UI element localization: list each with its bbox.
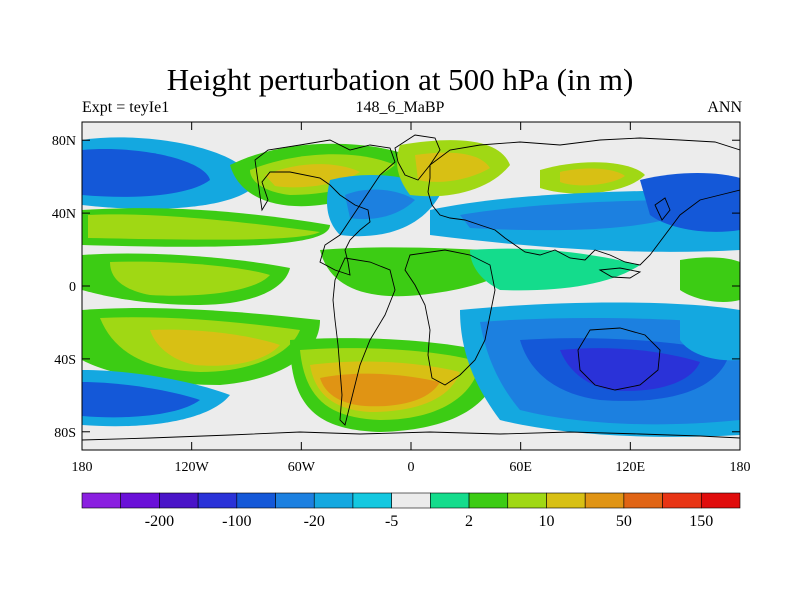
- coastline-africa: [404, 249, 496, 386]
- colorbar-label: 150: [689, 513, 713, 530]
- colorbar-swatch: [197, 492, 238, 509]
- colorbar-label: -5: [385, 513, 398, 530]
- lon-tick-label: 0: [408, 460, 415, 475]
- contour-south-pacific-blue-core: [82, 382, 200, 418]
- colorbar-label: -100: [222, 513, 251, 530]
- coastlines: [82, 134, 740, 441]
- contour-eq-africa-green: [320, 247, 520, 297]
- contour-field: [82, 122, 740, 450]
- contour-atlantic-blue-core: [345, 189, 415, 220]
- contour-far-south-blue: [680, 313, 740, 361]
- colorbar-label: 50: [616, 513, 632, 530]
- lon-tick-label: 120E: [616, 460, 646, 475]
- colorbar-swatch: [507, 492, 547, 509]
- colorbar-swatch: [313, 492, 354, 509]
- colorbar-label: 10: [538, 513, 554, 530]
- colorbar-label: -20: [304, 513, 325, 530]
- colorbar-swatch: [546, 492, 586, 509]
- lat-tick-label: 80N: [52, 134, 76, 149]
- coastline-north-america: [254, 139, 396, 276]
- contour-siberia-gold: [560, 168, 625, 186]
- colorbar-label: 2: [465, 513, 473, 530]
- coastline-australia: [577, 327, 661, 391]
- colorbar-swatch: [236, 492, 276, 509]
- coastline-indonesia: [598, 267, 642, 279]
- axis-ticks: 80N 40N 0 40S 80S 180 120W 60W 0 60E 120E 180: [52, 122, 751, 475]
- map-title: Height perturbation at 500 hPa (in m): [166, 62, 634, 97]
- lat-tick-label: 0: [69, 280, 76, 295]
- contour-eq-india-green: [470, 248, 640, 291]
- colorbar-swatch: [584, 492, 625, 509]
- colorbar-swatch: [623, 492, 663, 509]
- season-label: ANN: [707, 99, 742, 116]
- colorbar-swatch: [159, 492, 199, 509]
- contour-south-atlantic-orange: [320, 373, 440, 407]
- lon-tick-label: 180: [72, 460, 93, 475]
- colorbar-swatch: [81, 492, 122, 509]
- contour-subtropic-pos-core: [88, 214, 320, 240]
- colorbar-swatch: [662, 492, 702, 509]
- coastline-japan: [654, 197, 671, 221]
- experiment-label: Expt = teyIe1: [82, 99, 170, 116]
- period-label: 148_6_MaBP: [355, 99, 445, 116]
- colorbar-swatch: [275, 492, 315, 509]
- contour-asia-blue-core: [460, 200, 700, 231]
- coastline-antarctica: [82, 431, 740, 441]
- lon-tick-label: 60W: [288, 460, 316, 475]
- lat-tick-label: 40S: [54, 353, 76, 368]
- colorbar-swatch: [120, 492, 160, 509]
- colorbar-swatch: [430, 492, 470, 509]
- lat-tick-label: 40N: [52, 207, 76, 222]
- contour-south-pacific-gold: [150, 329, 280, 366]
- lon-tick-label: 120W: [175, 460, 210, 475]
- contour-eq-pacific-yellow: [110, 261, 270, 296]
- contour-south-indian-deep: [560, 348, 700, 391]
- contour-far-east-green: [680, 257, 740, 302]
- contour-north-pacific-neg-core: [82, 149, 210, 197]
- lon-tick-label: 60E: [509, 460, 532, 475]
- colorbar-label: -200: [145, 513, 174, 530]
- lon-tick-label: 180: [730, 460, 751, 475]
- contour-asia-deep: [640, 173, 740, 232]
- colorbar-swatch: [700, 492, 741, 509]
- colorbar-swatch: [391, 492, 431, 509]
- colorbar-swatch: [352, 492, 392, 509]
- colorbar: -200 -100 -20 -5 2 10 50 150: [81, 492, 741, 530]
- coastline-south-america: [332, 257, 396, 426]
- colorbar-swatch: [468, 492, 509, 509]
- coastline-eurasia: [427, 137, 740, 266]
- lat-tick-label: 80S: [54, 426, 76, 441]
